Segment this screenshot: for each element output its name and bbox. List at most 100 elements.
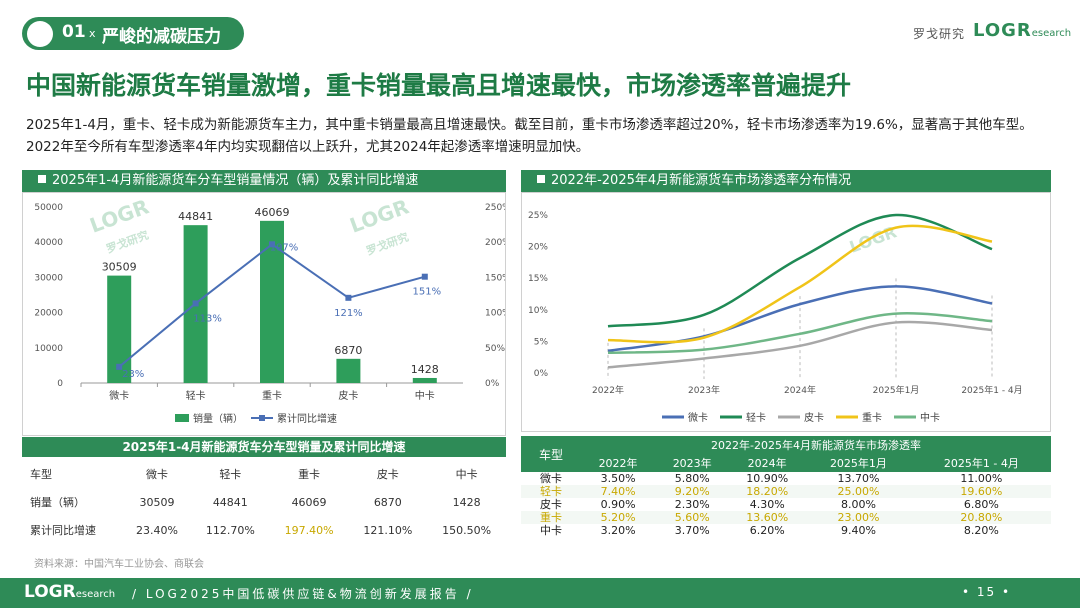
y2-tick-label: 150% bbox=[485, 273, 505, 283]
x-tick-label: 重卡 bbox=[262, 389, 282, 402]
x-tick-label: 皮卡 bbox=[338, 389, 358, 402]
table-cell: 150.50% bbox=[442, 523, 492, 537]
legend-label: 皮卡 bbox=[804, 411, 824, 424]
x-tick-label: 中卡 bbox=[415, 389, 435, 402]
line-value-label: 23% bbox=[122, 369, 144, 380]
square-bullet-icon bbox=[38, 175, 46, 183]
table-header-row: 车型 2022年-2025年4月新能源货车市场渗透率 bbox=[521, 436, 1051, 472]
page-subtitle: 2025年1-4月，重卡、轻卡成为新能源货车主力，其中重卡销量最高且增速最快。截… bbox=[26, 117, 1033, 155]
legend-swatch bbox=[175, 414, 189, 422]
footer-bar bbox=[0, 578, 1080, 608]
y-tick-label: 20000 bbox=[34, 309, 63, 319]
brand-logo: LOGResearch bbox=[973, 20, 1071, 41]
table-cell: 1428 bbox=[452, 495, 481, 509]
table-cell: 112.70% bbox=[205, 523, 255, 537]
table-cell: 轻卡 bbox=[219, 468, 242, 481]
footer-report-title: / LOG2025中国低碳供应链&物流创新发展报告 / bbox=[132, 587, 474, 601]
table-row: 轻卡 7.40% 9.20% 18.20% 25.00% 19.60% bbox=[521, 485, 1051, 498]
table-cell: 9.20% bbox=[655, 485, 730, 498]
table-cell: 8.00% bbox=[840, 498, 876, 511]
line-point bbox=[345, 294, 352, 301]
square-bullet-icon bbox=[537, 175, 545, 183]
y-tick-label: 0% bbox=[534, 369, 549, 379]
watermark-cn: 罗戈研究 bbox=[364, 230, 410, 258]
line-point bbox=[421, 273, 428, 280]
y-tick-label: 15% bbox=[528, 274, 548, 284]
table-cell: 车型 bbox=[30, 468, 52, 481]
table-row: 重卡 5.20% 5.60% 13.60% 23.00% 20.80% bbox=[521, 511, 1051, 524]
section-badge bbox=[22, 17, 244, 50]
x-tick-label: 2025年1月 bbox=[873, 384, 920, 396]
table-cell: 6.20% bbox=[749, 524, 785, 537]
table-cell: 0.90% bbox=[600, 498, 636, 511]
x-tick-label: 2024年 bbox=[784, 384, 816, 396]
table-cell: 3.70% bbox=[674, 524, 710, 537]
x-tick-label: 轻卡 bbox=[186, 389, 206, 402]
line-point bbox=[116, 363, 123, 370]
table-header-row: 2022年 2023年 2024年 2025年1月 2025年1 - 4月 bbox=[521, 454, 1051, 472]
y2-tick-label: 50% bbox=[485, 344, 505, 354]
y-tick-label: 30000 bbox=[34, 273, 63, 283]
table-cell: 46069 bbox=[291, 495, 327, 509]
table-cell: 44841 bbox=[212, 495, 248, 509]
y-tick-label: 0 bbox=[57, 379, 63, 389]
table-cell: 25.00% bbox=[805, 485, 912, 498]
line-value-label: 197% bbox=[270, 242, 299, 253]
section-title: 严峻的减碳压力 bbox=[102, 27, 221, 47]
table-cell: 197.40% bbox=[284, 523, 334, 537]
left-panel-header-text: 2025年1-4月新能源货车分车型销量情况（辆）及累计同比增速 bbox=[52, 173, 419, 188]
y-tick-label: 10% bbox=[528, 306, 548, 316]
series-line bbox=[607, 224, 993, 344]
series-line bbox=[607, 312, 993, 355]
y2-tick-label: 100% bbox=[485, 309, 505, 319]
section-number: 01 bbox=[62, 22, 86, 42]
source-note: 资料来源：中国汽车工业协会、商联会 bbox=[34, 559, 204, 570]
table-cell: 5.80% bbox=[674, 472, 710, 485]
footer-logo-small: esearch bbox=[75, 589, 116, 600]
table-cell: 累计同比增速 bbox=[30, 524, 96, 537]
legend-label: 中卡 bbox=[920, 411, 940, 424]
table-cell: 6.80% bbox=[963, 498, 999, 511]
table-row: 皮卡 0.90% 2.30% 4.30% 8.00% 6.80% bbox=[521, 498, 1051, 511]
legend-label: 重卡 bbox=[862, 411, 882, 424]
line-point bbox=[192, 300, 199, 307]
legend-label: 销量（辆） bbox=[193, 412, 243, 425]
x-tick-label: 2022年 bbox=[592, 384, 624, 396]
table-cell: 重卡 bbox=[298, 468, 321, 481]
y-tick-label: 50000 bbox=[34, 203, 63, 213]
table-col-header: 2025年1月 bbox=[805, 454, 912, 472]
page-title: 中国新能源货车销量激增，重卡销量最高且增速最快，市场渗透率普遍提升 bbox=[26, 71, 852, 100]
brand-logo-main: LOGR bbox=[973, 20, 1032, 41]
table-row: 中卡 3.20% 3.70% 6.20% 9.40% 8.20% bbox=[521, 524, 1051, 537]
y2-tick-label: 0% bbox=[485, 379, 500, 389]
table-cell: 10.90% bbox=[746, 472, 789, 485]
right-panel-header-text: 2022年-2025年4月新能源货车市场渗透率分布情况 bbox=[551, 173, 852, 188]
table-cell: 5.20% bbox=[581, 511, 656, 524]
table-col-header: 2022年 bbox=[581, 454, 656, 472]
x-tick-label: 2025年1 - 4月 bbox=[961, 384, 1022, 396]
right-chart-frame: LOGR 0% 5% 10% 15% 20% 25% 2022年 2023年 2024年 2025… bbox=[521, 192, 1051, 432]
bar bbox=[412, 377, 437, 383]
table-cell: 30509 bbox=[139, 495, 175, 509]
line-point bbox=[269, 241, 275, 248]
table-cell: 皮卡 bbox=[540, 498, 562, 511]
line-value-label: 151% bbox=[413, 287, 442, 298]
table-cell: 11.00% bbox=[960, 472, 1003, 485]
table-cell: 6870 bbox=[373, 495, 402, 509]
page-number: • 15 • bbox=[962, 585, 1012, 599]
table-cell: 20.80% bbox=[911, 511, 1051, 524]
bar bbox=[336, 358, 361, 383]
table-cell: 23.40% bbox=[135, 523, 178, 537]
table-cell: 23.00% bbox=[805, 511, 912, 524]
table-row: 累计同比增速 23.40% 112.70% 197.40% 121.10% 15… bbox=[22, 516, 506, 544]
table-cell: 7.40% bbox=[581, 485, 656, 498]
table-cell: 轻卡 bbox=[521, 485, 581, 498]
bar bbox=[260, 220, 284, 383]
sales-bar-line-chart: LOGR LOGR 罗戈研究 罗戈研究 01000020000300004000… bbox=[34, 194, 511, 425]
table-cell: 销量（辆） bbox=[30, 496, 85, 509]
y-tick-label: 5% bbox=[534, 337, 549, 347]
table-cell: 微卡 bbox=[145, 468, 168, 481]
right-panel-header: 2022年-2025年4月新能源货车市场渗透率分布情况 bbox=[521, 170, 1051, 192]
line-value-label: 113% bbox=[193, 313, 222, 324]
table-cell: 5.60% bbox=[655, 511, 730, 524]
